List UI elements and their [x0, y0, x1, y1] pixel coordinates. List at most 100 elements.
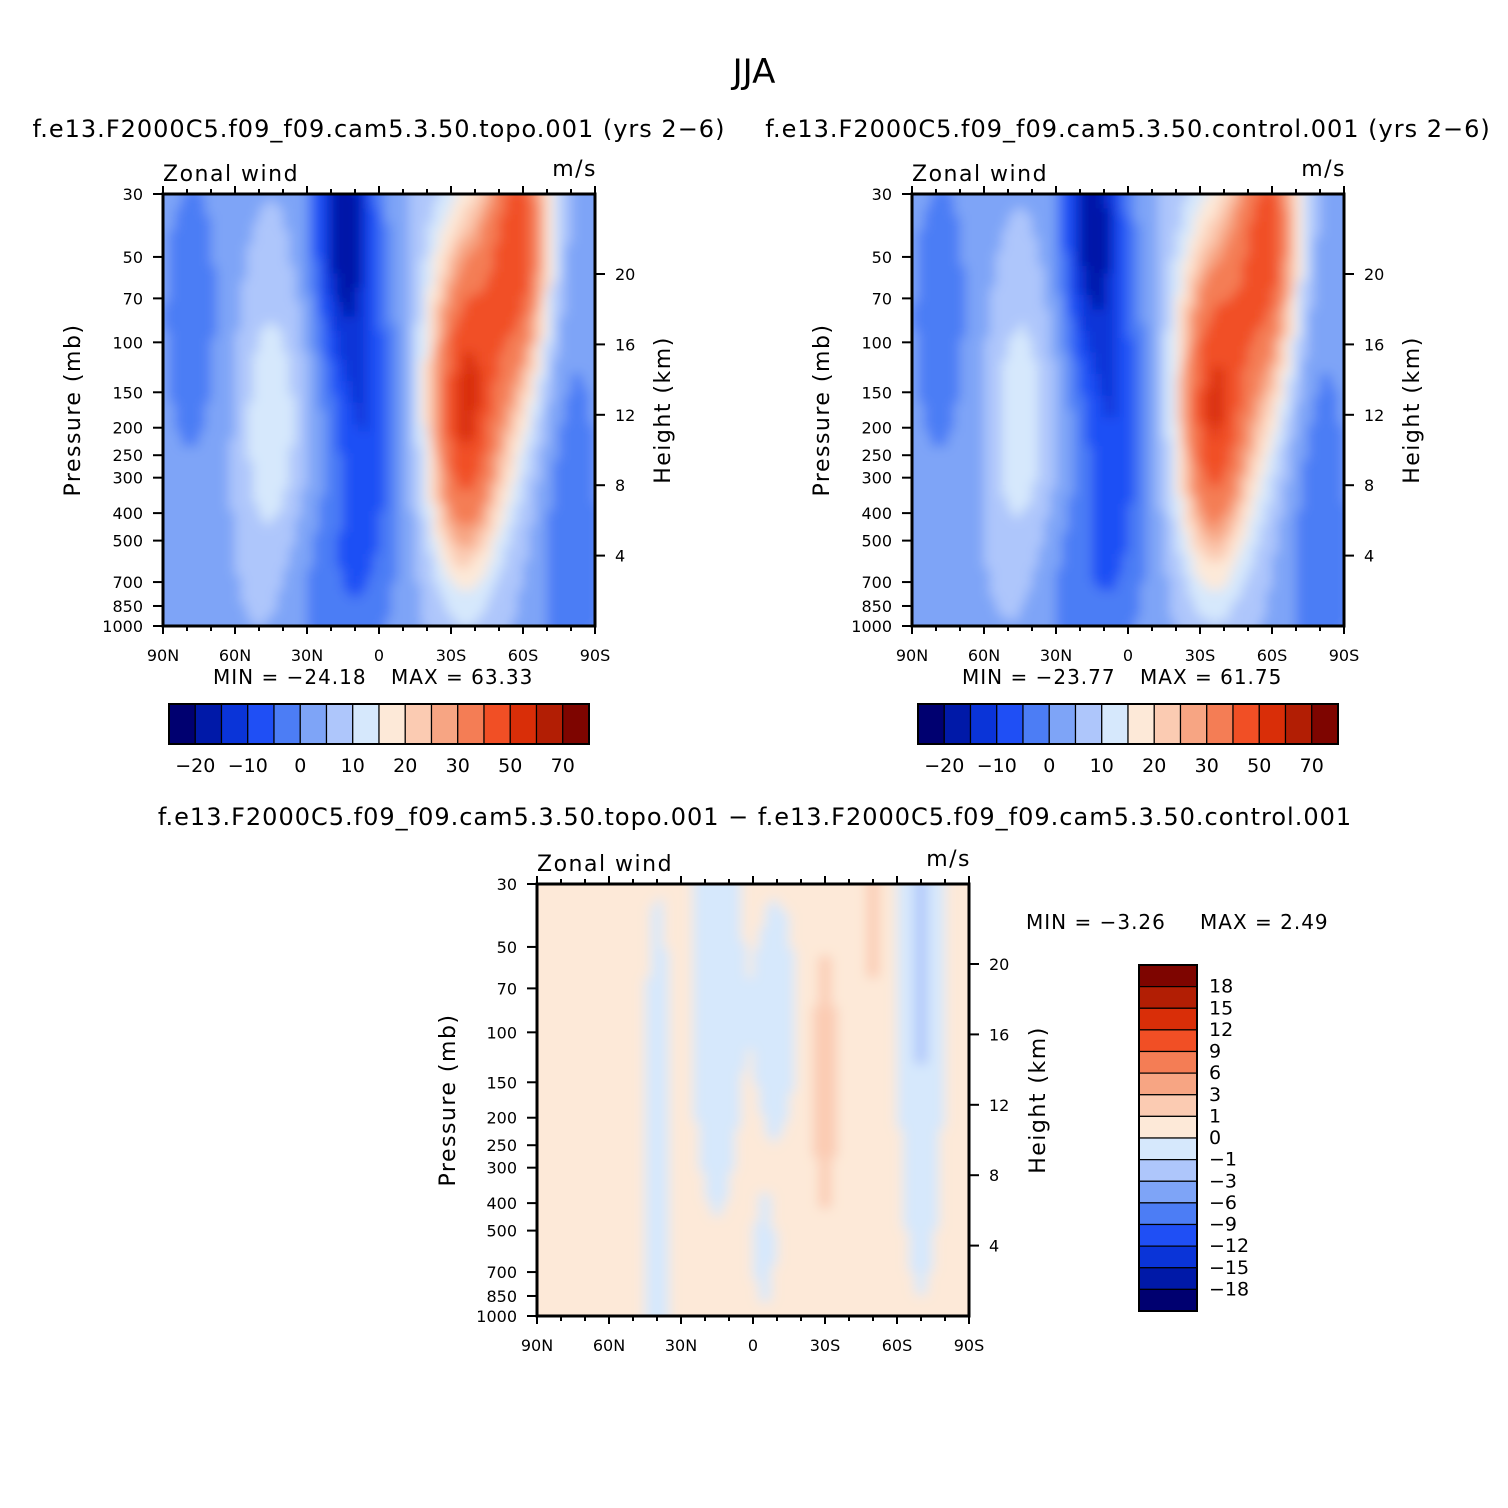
contour-cell [175, 381, 182, 389]
contour-cell [439, 575, 446, 584]
contour-cell [349, 597, 356, 605]
contour-cell [331, 446, 338, 454]
contour-cell [211, 582, 218, 591]
contour-cell [367, 266, 374, 274]
contour-cell [241, 388, 248, 397]
contour-cell [223, 258, 230, 267]
contour-cell [457, 294, 464, 303]
contour-cell [307, 287, 314, 296]
contour-cell [559, 438, 566, 447]
contour-cell [265, 381, 272, 389]
contour-cell [361, 280, 368, 289]
contour-cell [445, 330, 452, 339]
contour-cell [421, 302, 428, 310]
contour-cell [577, 532, 584, 541]
contour-cell [301, 359, 308, 368]
contour-cell [325, 194, 332, 202]
contour-cell [361, 345, 368, 353]
contour-cell [565, 230, 572, 238]
contour-cell [295, 222, 302, 231]
contour-cell [529, 338, 536, 346]
contour-cell [361, 395, 368, 404]
contour-cell [571, 539, 578, 548]
contour-cell [151, 331, 158, 339]
contour-cell [319, 323, 326, 332]
contour-cell [199, 215, 206, 224]
contour-cell [235, 395, 242, 404]
contour-cell [559, 525, 566, 533]
contour-cell [457, 323, 464, 332]
contour-cell [331, 496, 338, 505]
contour-cell [301, 446, 308, 454]
contour-cell [325, 359, 332, 368]
contour-cell [451, 510, 458, 519]
contour-cell [571, 237, 578, 245]
contour-cell [445, 302, 452, 310]
contour-cell [331, 417, 338, 425]
contour-cell [481, 237, 488, 245]
contour-cell [295, 201, 302, 209]
contour-cell [247, 611, 254, 620]
contour-cell [229, 345, 236, 353]
contour-cell [415, 446, 422, 454]
contour-cell [511, 503, 518, 512]
contour-cell [349, 323, 356, 332]
contour-cell [511, 590, 518, 598]
contour-cell [391, 496, 398, 505]
contour-cell [367, 280, 374, 289]
contour-cell [361, 366, 368, 375]
contour-cell [217, 287, 224, 296]
contour-cell [511, 453, 518, 461]
contour-cell [349, 575, 356, 584]
contour-cell [511, 352, 518, 361]
contour-cell [457, 424, 464, 433]
contour-cell [397, 417, 404, 425]
contour-cell [445, 525, 452, 533]
contour-cell [193, 237, 200, 245]
contour-cell [265, 316, 272, 325]
contour-cell [151, 439, 158, 447]
contour-cell [487, 597, 494, 605]
contour-cell [289, 215, 296, 224]
contour-cell [505, 546, 512, 555]
contour-cell [487, 510, 494, 519]
contour-cell [343, 532, 350, 541]
contour-cell [283, 345, 290, 353]
contour-cell [433, 366, 440, 375]
contour-cell [349, 208, 356, 217]
contour-cell [265, 633, 272, 641]
contour-cell [355, 230, 362, 238]
contour-cell [217, 215, 224, 224]
contour-cell [583, 489, 590, 497]
contour-cell [445, 532, 452, 541]
contour-cell [583, 395, 590, 404]
contour-cell [499, 604, 506, 613]
contour-cell [565, 633, 572, 641]
contour-cell [511, 280, 518, 289]
contour-cell [487, 575, 494, 584]
contour-cell [583, 618, 590, 626]
contour-cell [163, 294, 170, 303]
contour-cell [511, 316, 518, 325]
contour-cell [505, 251, 512, 260]
contour-cell [253, 316, 260, 325]
contour-cell [241, 575, 248, 584]
contour-cell [223, 510, 230, 519]
contour-cell [259, 503, 266, 512]
contour-cell [577, 453, 584, 461]
contour-cell [445, 582, 452, 591]
contour-cell [529, 518, 536, 526]
contour-cell [331, 180, 338, 188]
contour-cell [175, 410, 182, 418]
contour-cell [289, 330, 296, 339]
contour-cell [415, 374, 422, 382]
contour-cell [403, 194, 410, 202]
contour-cell [151, 280, 158, 288]
colorbar-swatch [562, 703, 590, 745]
contour-cell [535, 546, 542, 555]
contour-cell [211, 460, 218, 469]
contour-cell [583, 338, 590, 346]
contour-cell [499, 208, 506, 217]
contour-cell [199, 395, 206, 404]
contour-cell [271, 208, 278, 217]
